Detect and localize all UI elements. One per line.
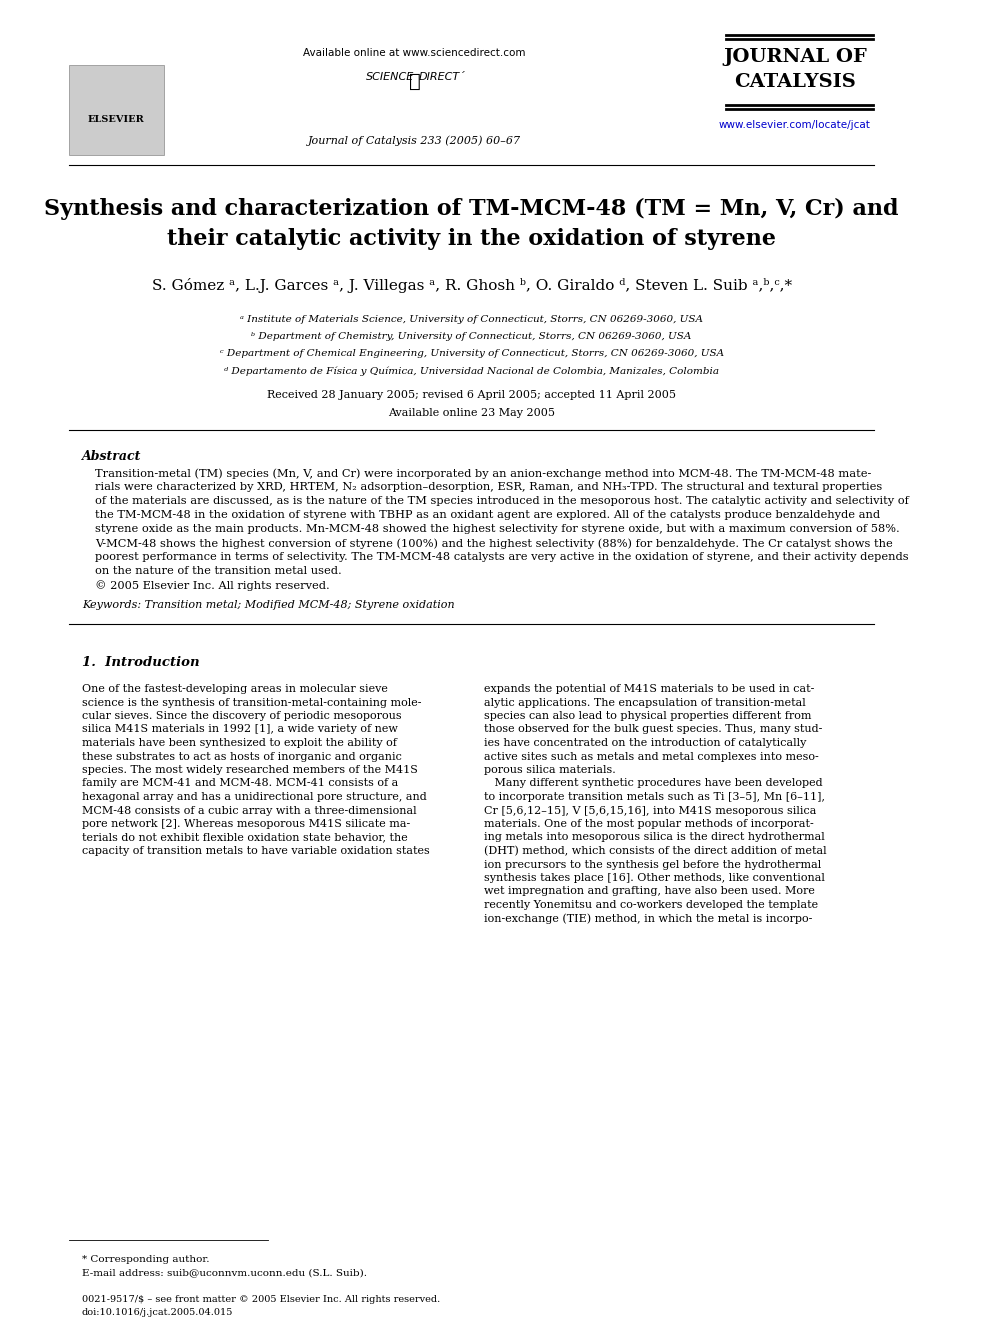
Text: © 2005 Elsevier Inc. All rights reserved.: © 2005 Elsevier Inc. All rights reserved… [94,579,329,591]
Text: capacity of transition metals to have variable oxidation states: capacity of transition metals to have va… [81,845,430,856]
Text: 1.  Introduction: 1. Introduction [81,656,199,669]
Text: DIRECT´: DIRECT´ [419,71,465,82]
Text: ing metals into mesoporous silica is the direct hydrothermal: ing metals into mesoporous silica is the… [484,832,824,843]
Text: their catalytic activity in the oxidation of styrene: their catalytic activity in the oxidatio… [167,228,776,250]
Text: active sites such as metals and metal complexes into meso-: active sites such as metals and metal co… [484,751,818,762]
Text: www.elsevier.com/locate/jcat: www.elsevier.com/locate/jcat [719,120,871,130]
Text: species. The most widely researched members of the M41S: species. The most widely researched memb… [81,765,418,775]
Text: CATALYSIS: CATALYSIS [734,73,856,91]
Text: family are MCM-41 and MCM-48. MCM-41 consists of a: family are MCM-41 and MCM-48. MCM-41 con… [81,778,398,789]
Text: ᵇ Department of Chemistry, University of Connecticut, Storrs, CN 06269-3060, USA: ᵇ Department of Chemistry, University of… [251,332,691,341]
FancyBboxPatch shape [68,65,164,155]
Text: the TM-MCM-48 in the oxidation of styrene with TBHP as an oxidant agent are expl: the TM-MCM-48 in the oxidation of styren… [94,509,880,520]
Text: ELSEVIER: ELSEVIER [88,115,145,124]
Text: Synthesis and characterization of TM-MCM-48 (TM = Mn, V, Cr) and: Synthesis and characterization of TM-MCM… [45,198,899,220]
Text: Available online at www.sciencedirect.com: Available online at www.sciencedirect.co… [304,48,526,58]
Text: porous silica materials.: porous silica materials. [484,765,615,775]
Text: styrene oxide as the main products. Mn-MCM-48 showed the highest selectivity for: styrene oxide as the main products. Mn-M… [94,524,900,534]
Text: synthesis takes place [16]. Other methods, like conventional: synthesis takes place [16]. Other method… [484,873,824,882]
Text: ᵃ Institute of Materials Science, University of Connecticut, Storrs, CN 06269-30: ᵃ Institute of Materials Science, Univer… [240,315,703,324]
Text: One of the fastest-developing areas in molecular sieve: One of the fastest-developing areas in m… [81,684,388,695]
Text: Received 28 January 2005; revised 6 April 2005; accepted 11 April 2005: Received 28 January 2005; revised 6 Apri… [267,390,677,400]
Text: these substrates to act as hosts of inorganic and organic: these substrates to act as hosts of inor… [81,751,402,762]
Text: * Corresponding author.: * Corresponding author. [81,1256,209,1263]
Text: pore network [2]. Whereas mesoporous M41S silicate ma-: pore network [2]. Whereas mesoporous M41… [81,819,410,830]
Text: cular sieves. Since the discovery of periodic mesoporous: cular sieves. Since the discovery of per… [81,710,402,721]
Text: wet impregnation and grafting, have also been used. More: wet impregnation and grafting, have also… [484,886,814,897]
Text: materials have been synthesized to exploit the ability of: materials have been synthesized to explo… [81,738,397,747]
Text: materials. One of the most popular methods of incorporat-: materials. One of the most popular metho… [484,819,813,830]
Text: ᶜ Department of Chemical Engineering, University of Connecticut, Storrs, CN 0626: ᶜ Department of Chemical Engineering, Un… [219,349,724,359]
Text: silica M41S materials in 1992 [1], a wide variety of new: silica M41S materials in 1992 [1], a wid… [81,725,398,734]
Text: those observed for the bulk guest species. Thus, many stud-: those observed for the bulk guest specie… [484,725,822,734]
Text: Transition-metal (TM) species (Mn, V, and Cr) were incorporated by an anion-exch: Transition-metal (TM) species (Mn, V, an… [94,468,871,479]
Text: (DHT) method, which consists of the direct addition of metal: (DHT) method, which consists of the dire… [484,845,826,856]
Text: MCM-48 consists of a cubic array with a three-dimensional: MCM-48 consists of a cubic array with a … [81,806,417,815]
Text: of the materials are discussed, as is the nature of the TM species introduced in: of the materials are discussed, as is th… [94,496,909,505]
Text: expands the potential of M41S materials to be used in cat-: expands the potential of M41S materials … [484,684,814,695]
Text: Abstract: Abstract [81,450,141,463]
Text: E-mail address: suib@uconnvm.uconn.edu (S.L. Suib).: E-mail address: suib@uconnvm.uconn.edu (… [81,1267,367,1277]
Text: V-MCM-48 shows the highest conversion of styrene (100%) and the highest selectiv: V-MCM-48 shows the highest conversion of… [94,538,893,549]
Text: S. Gómez ᵃ, L.J. Garces ᵃ, J. Villegas ᵃ, R. Ghosh ᵇ, O. Giraldo ᵈ, Steven L. Su: S. Gómez ᵃ, L.J. Garces ᵃ, J. Villegas ᵃ… [152,278,792,292]
Text: science is the synthesis of transition-metal-containing mole-: science is the synthesis of transition-m… [81,697,422,708]
Text: doi:10.1016/j.jcat.2005.04.015: doi:10.1016/j.jcat.2005.04.015 [81,1308,233,1316]
Text: Many different synthetic procedures have been developed: Many different synthetic procedures have… [484,778,822,789]
Text: recently Yonemitsu and co-workers developed the template: recently Yonemitsu and co-workers develo… [484,900,817,910]
Text: 0021-9517/$ – see front matter © 2005 Elsevier Inc. All rights reserved.: 0021-9517/$ – see front matter © 2005 El… [81,1295,440,1304]
Text: ion precursors to the synthesis gel before the hydrothermal: ion precursors to the synthesis gel befo… [484,860,821,869]
Text: SCIENCE: SCIENCE [366,71,415,82]
Text: species can also lead to physical properties different from: species can also lead to physical proper… [484,710,811,721]
Text: ies have concentrated on the introduction of catalytically: ies have concentrated on the introductio… [484,738,806,747]
Text: on the nature of the transition metal used.: on the nature of the transition metal us… [94,566,341,576]
Text: rials were characterized by XRD, HRTEM, N₂ adsorption–desorption, ESR, Raman, an: rials were characterized by XRD, HRTEM, … [94,482,882,492]
Text: JOURNAL OF: JOURNAL OF [723,48,867,66]
Text: alytic applications. The encapsulation of transition-metal: alytic applications. The encapsulation o… [484,697,806,708]
Text: ⓐ: ⓐ [409,71,421,91]
Text: ᵈ Departamento de Física y Química, Universidad Nacional de Colombia, Manizales,: ᵈ Departamento de Física y Química, Univ… [224,366,719,376]
Text: poorest performance in terms of selectivity. The TM-MCM-48 catalysts are very ac: poorest performance in terms of selectiv… [94,552,909,562]
Text: hexagonal array and has a unidirectional pore structure, and: hexagonal array and has a unidirectional… [81,792,427,802]
Text: Available online 23 May 2005: Available online 23 May 2005 [388,407,556,418]
Text: Cr [5,6,12–15], V [5,6,15,16], into M41S mesoporous silica: Cr [5,6,12–15], V [5,6,15,16], into M41S… [484,806,816,815]
Text: Journal of Catalysis 233 (2005) 60–67: Journal of Catalysis 233 (2005) 60–67 [309,135,521,146]
Text: terials do not exhibit flexible oxidation state behavior, the: terials do not exhibit flexible oxidatio… [81,832,408,843]
Text: to incorporate transition metals such as Ti [3–5], Mn [6–11],: to incorporate transition metals such as… [484,792,824,802]
Text: ion-exchange (TIE) method, in which the metal is incorpo-: ion-exchange (TIE) method, in which the … [484,913,812,923]
Text: Keywords: Transition metal; Modified MCM-48; Styrene oxidation: Keywords: Transition metal; Modified MCM… [81,601,454,610]
